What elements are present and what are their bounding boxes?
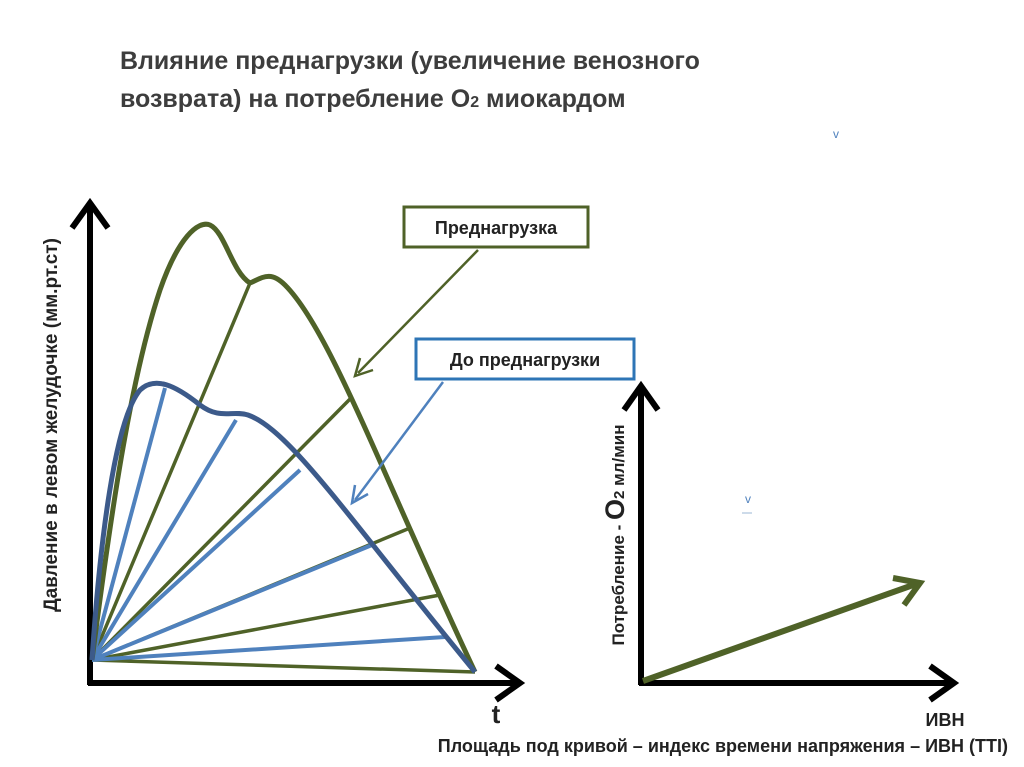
right-x-axis-label: ИВН <box>926 710 965 730</box>
before-preload-curve <box>89 380 477 674</box>
right-y-label-post: мл/мин <box>609 425 628 491</box>
right-x-axis <box>639 663 960 703</box>
left-y-axis <box>69 197 111 685</box>
callout-preload-text: Преднагрузка <box>435 218 558 238</box>
title-line-1: Влияние преднагрузки (увеличение венозно… <box>120 47 700 75</box>
right-y-label-sub: 2 <box>611 491 628 499</box>
right-y-label-o2: О <box>600 499 630 520</box>
right-y-axis <box>621 380 661 685</box>
stray-mark-1: v <box>833 127 839 141</box>
title-line-2-text: возврата) на потребление О <box>120 85 471 113</box>
title-line-2: возврата) на потребление О2 миокардом <box>120 80 880 122</box>
stray-mark-2: v <box>745 492 751 506</box>
right-y-axis-label: Потребление - О2 мл/мин <box>600 425 630 646</box>
right-y-label-pre: Потребление - <box>609 520 628 646</box>
slide-title: Влияние преднагрузки (увеличение венозно… <box>120 42 880 122</box>
left-y-axis-label: Давление в левом желудочке (мм.рт.ст) <box>41 238 62 612</box>
callout-preload: Преднагрузка <box>353 205 590 378</box>
callout-before-text: До преднагрузки <box>450 350 600 370</box>
consumption-trend-arrow <box>641 575 926 684</box>
left-x-axis-label: t <box>492 699 501 729</box>
title-line-2-end: миокардом <box>479 85 626 113</box>
title-subscript: 2 <box>470 94 480 111</box>
callout-before: До преднагрузки <box>350 337 636 506</box>
before-fan-lines <box>90 387 446 662</box>
left-x-axis <box>88 663 526 703</box>
caption: Площадь под кривой – индекс времени напр… <box>438 736 1008 756</box>
